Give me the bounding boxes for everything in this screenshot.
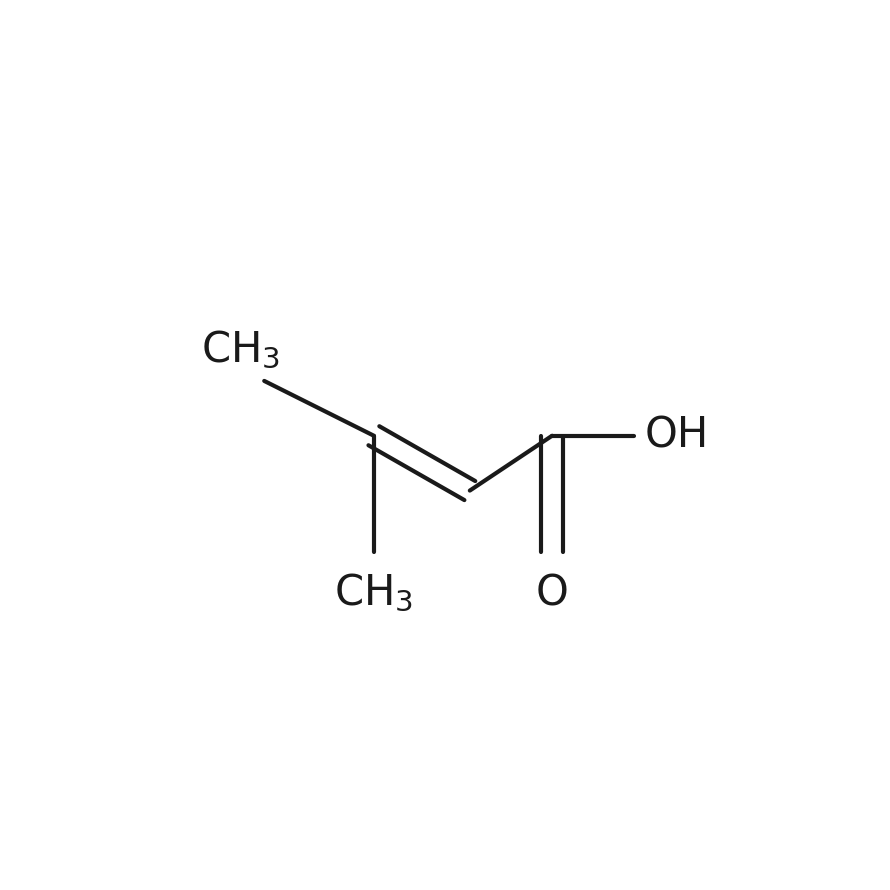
Text: CH$_3$: CH$_3$: [201, 329, 279, 371]
Text: CH$_3$: CH$_3$: [335, 572, 413, 614]
Text: O: O: [536, 572, 569, 614]
Text: OH: OH: [644, 415, 708, 457]
